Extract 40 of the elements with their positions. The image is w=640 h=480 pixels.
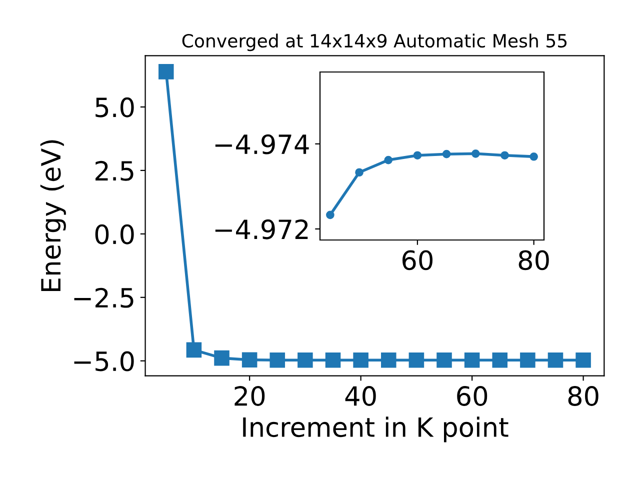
x-tick-label: 60 (402, 250, 432, 270)
point (158, 64, 174, 80)
point (548, 352, 564, 368)
point (186, 342, 202, 358)
x-tick-label: 40 (345, 386, 376, 406)
point (298, 352, 313, 368)
x-tick-label: 80 (568, 386, 598, 406)
point (270, 352, 286, 368)
y-tick-label: −2.5 (74, 288, 134, 308)
y-tick-label: −4.972 (215, 219, 308, 240)
point (442, 150, 451, 158)
y-axis-title: Energy (eV) (40, 140, 66, 291)
x-axis-title: Increment in K point (243, 416, 508, 442)
x-tick-label: 80 (518, 250, 549, 270)
chart-title: Converged at 14x14x9 Automatic Mesh 55 (182, 34, 567, 52)
point (214, 350, 230, 366)
point (576, 352, 591, 368)
point (530, 152, 538, 161)
y-tick-label: −5.0 (74, 351, 134, 372)
point (325, 352, 341, 368)
x-tick-label: 20 (234, 386, 265, 406)
x-tick-label: 60 (457, 386, 488, 406)
y-tick-label: −4.974 (215, 134, 309, 154)
point (408, 352, 424, 368)
y-tick-label: 5.0 (96, 97, 134, 118)
point (384, 156, 393, 164)
point (326, 210, 334, 220)
point (380, 352, 396, 368)
y-tick-label: 2.5 (96, 160, 134, 181)
point (520, 352, 536, 368)
point (436, 352, 452, 368)
point (500, 151, 509, 160)
point (464, 352, 480, 368)
point (355, 168, 364, 177)
point (492, 352, 508, 368)
y-tick-label: 0.0 (95, 224, 134, 244)
point (471, 149, 480, 158)
point (242, 352, 258, 368)
point (353, 352, 368, 368)
point (413, 151, 422, 160)
